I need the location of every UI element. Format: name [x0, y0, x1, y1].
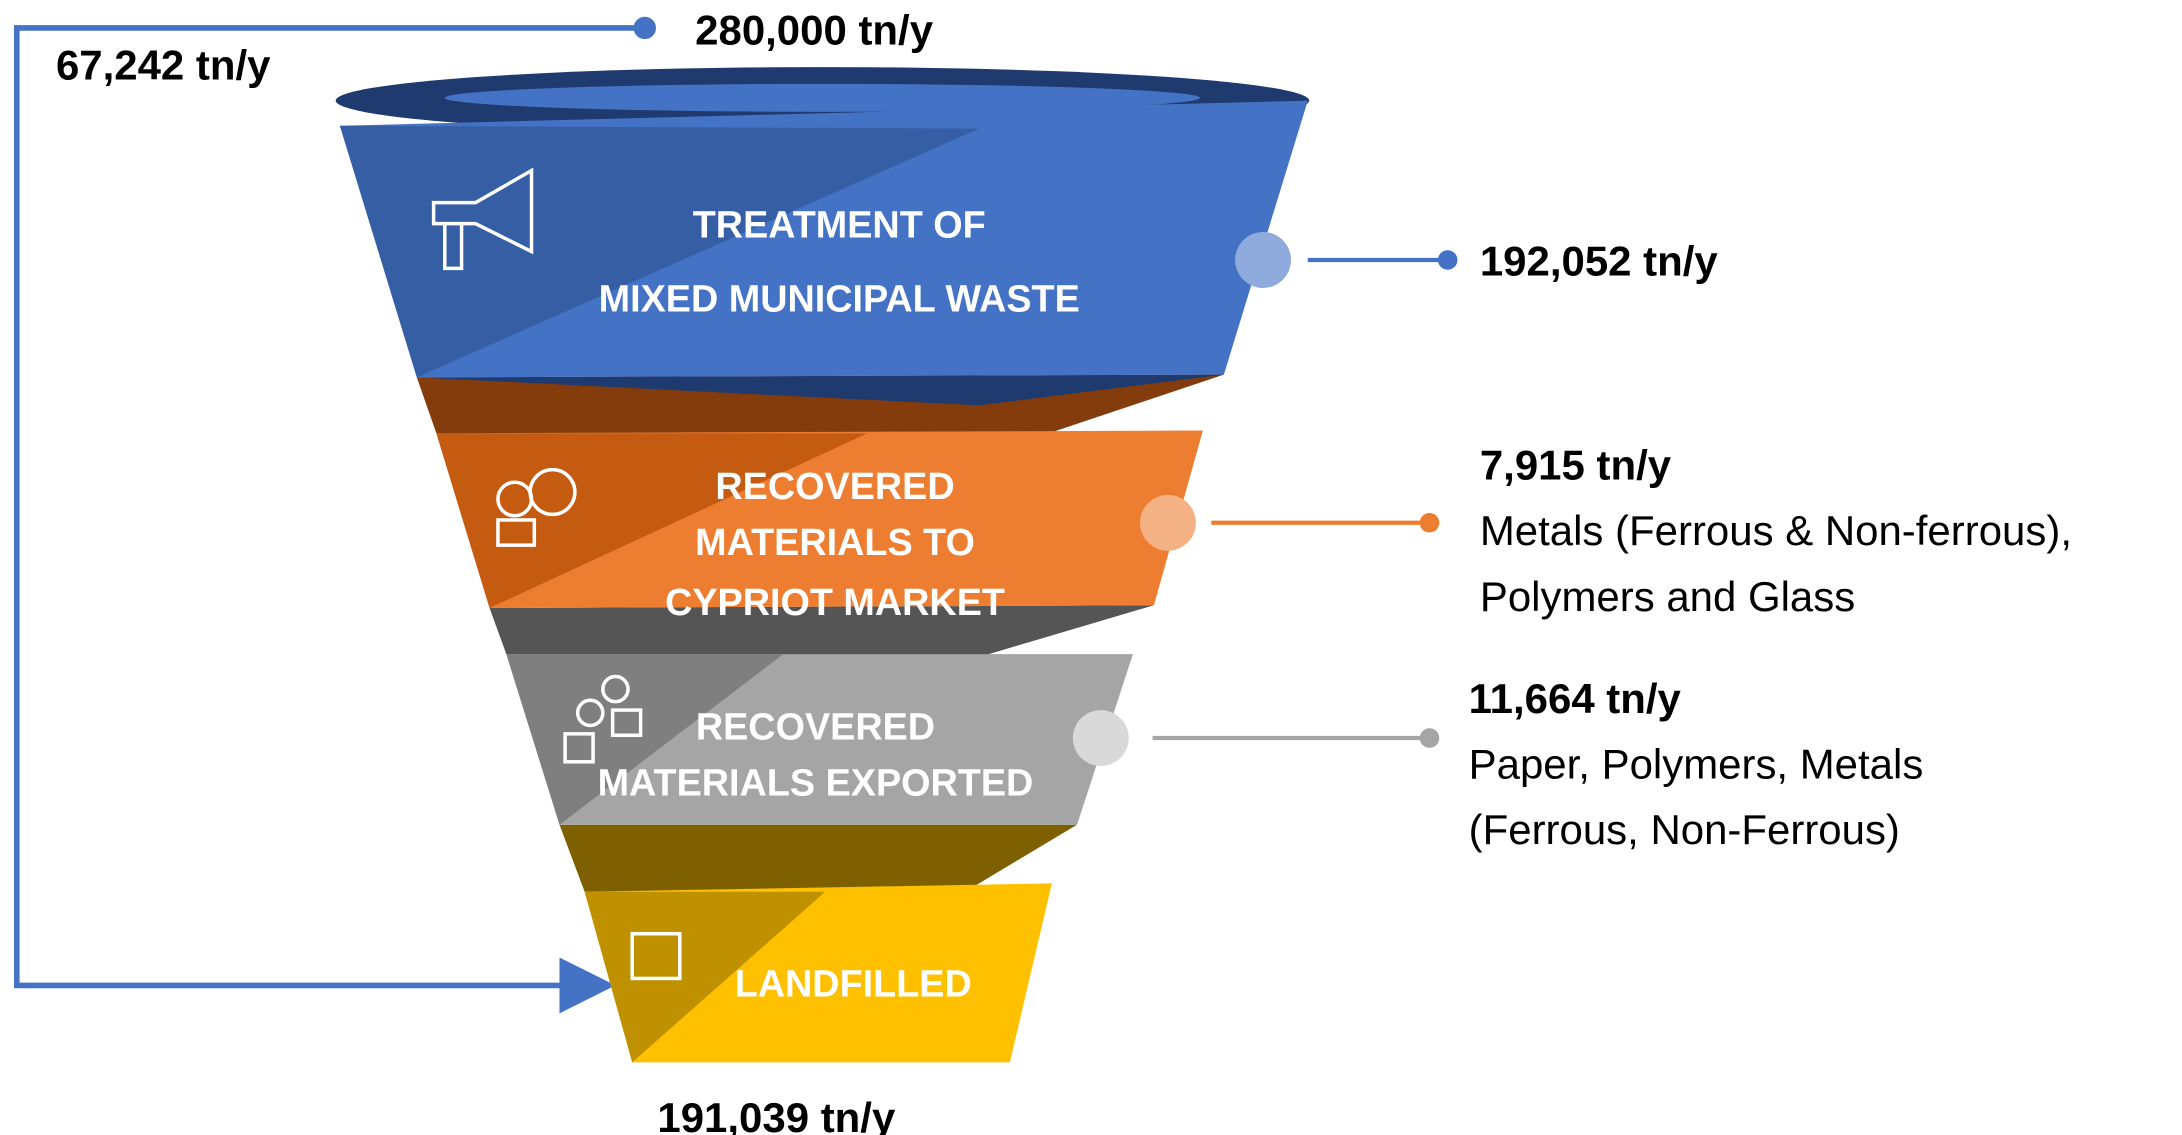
icon	[431, 167, 534, 271]
stage-node	[1072, 710, 1129, 766]
stage-shade	[506, 654, 784, 825]
input-value: 280,000 tn/y	[695, 7, 934, 54]
icon	[630, 931, 682, 981]
stage-label: RECOVERED	[696, 705, 935, 747]
stage-label: MATERIALS EXPORTED	[598, 761, 1034, 803]
output-description: Polymers and Glass	[1480, 573, 1855, 620]
icon	[563, 674, 643, 764]
output-value: 191,039 tn/y	[657, 1094, 896, 1135]
connector-dot	[1437, 250, 1458, 270]
output-value: 11,664 tn/y	[1469, 675, 1682, 722]
output-description: Paper, Polymers, Metals	[1469, 741, 1924, 788]
output-description: (Ferrous, Non-Ferrous)	[1469, 806, 1900, 853]
output-value: 192,052 tn/y	[1480, 237, 1719, 284]
stage-node	[1139, 494, 1196, 551]
stage-shade	[436, 433, 868, 609]
output-value: 7,915 tn/y	[1480, 441, 1672, 488]
bypass-value: 67,242 tn/y	[56, 42, 271, 89]
output-description: Metals (Ferrous & Non-ferrous),	[1480, 507, 2072, 554]
stage-label: MATERIALS TO	[695, 521, 975, 563]
icon	[496, 467, 577, 547]
funnel-back	[489, 605, 1154, 657]
funnel-back	[559, 824, 1078, 892]
stage-label: CYPRIOT MARKET	[665, 581, 1005, 623]
bypass-dot	[633, 16, 656, 40]
stage-label: RECOVERED	[715, 465, 954, 507]
funnel-back	[416, 374, 1224, 406]
stage-label: LANDFILLED	[735, 963, 972, 1005]
funnel-rim-inner	[444, 83, 1201, 112]
bypass-line	[13, 25, 645, 1014]
stage-label: TREATMENT OF	[693, 204, 986, 246]
stage-label: MIXED MUNICIPAL WASTE	[599, 278, 1080, 320]
connector-dot	[1419, 728, 1440, 748]
connector-dot	[1419, 512, 1440, 533]
stage-node	[1235, 232, 1292, 288]
